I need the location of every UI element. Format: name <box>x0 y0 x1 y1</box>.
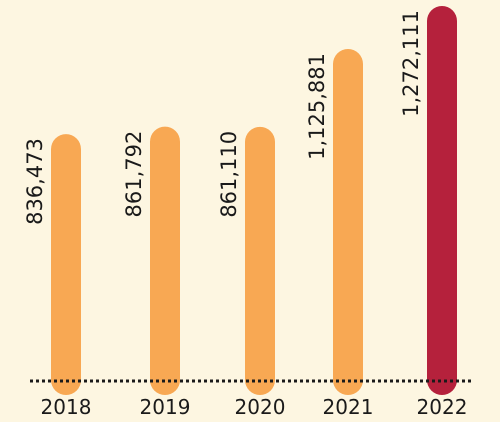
bar-base-2022 <box>427 365 457 380</box>
x-tick-2021: 2021 <box>323 395 374 419</box>
bar-base-2018 <box>51 365 81 380</box>
bar-value-label-2021: 1,125,881 <box>305 53 329 160</box>
bar-base-2019 <box>150 365 180 380</box>
bar-2018 <box>51 134 81 395</box>
bar-base-2020 <box>245 365 275 380</box>
x-tick-2022: 2022 <box>417 395 468 419</box>
x-tick-2019: 2019 <box>140 395 191 419</box>
bar-2020 <box>245 126 275 395</box>
bar-value-label-2019: 861,792 <box>122 131 146 218</box>
bar-labels-group: 836,473 861,792 861,110 1,125,881 1,272,111 <box>23 10 423 225</box>
bar-base-2021 <box>333 365 363 380</box>
x-tick-2018: 2018 <box>41 395 92 419</box>
x-tick-labels-group: 2018 2019 2020 2021 2022 <box>41 395 468 419</box>
bar-value-label-2022: 1,272,111 <box>399 10 423 117</box>
bar-value-label-2018: 836,473 <box>23 138 47 225</box>
bar-2022 <box>427 6 457 395</box>
bars-group <box>51 6 457 396</box>
bar-2019 <box>150 126 180 396</box>
x-tick-2020: 2020 <box>235 395 286 419</box>
bar-2021 <box>333 48 363 395</box>
bar-value-label-2020: 861,110 <box>217 131 241 218</box>
